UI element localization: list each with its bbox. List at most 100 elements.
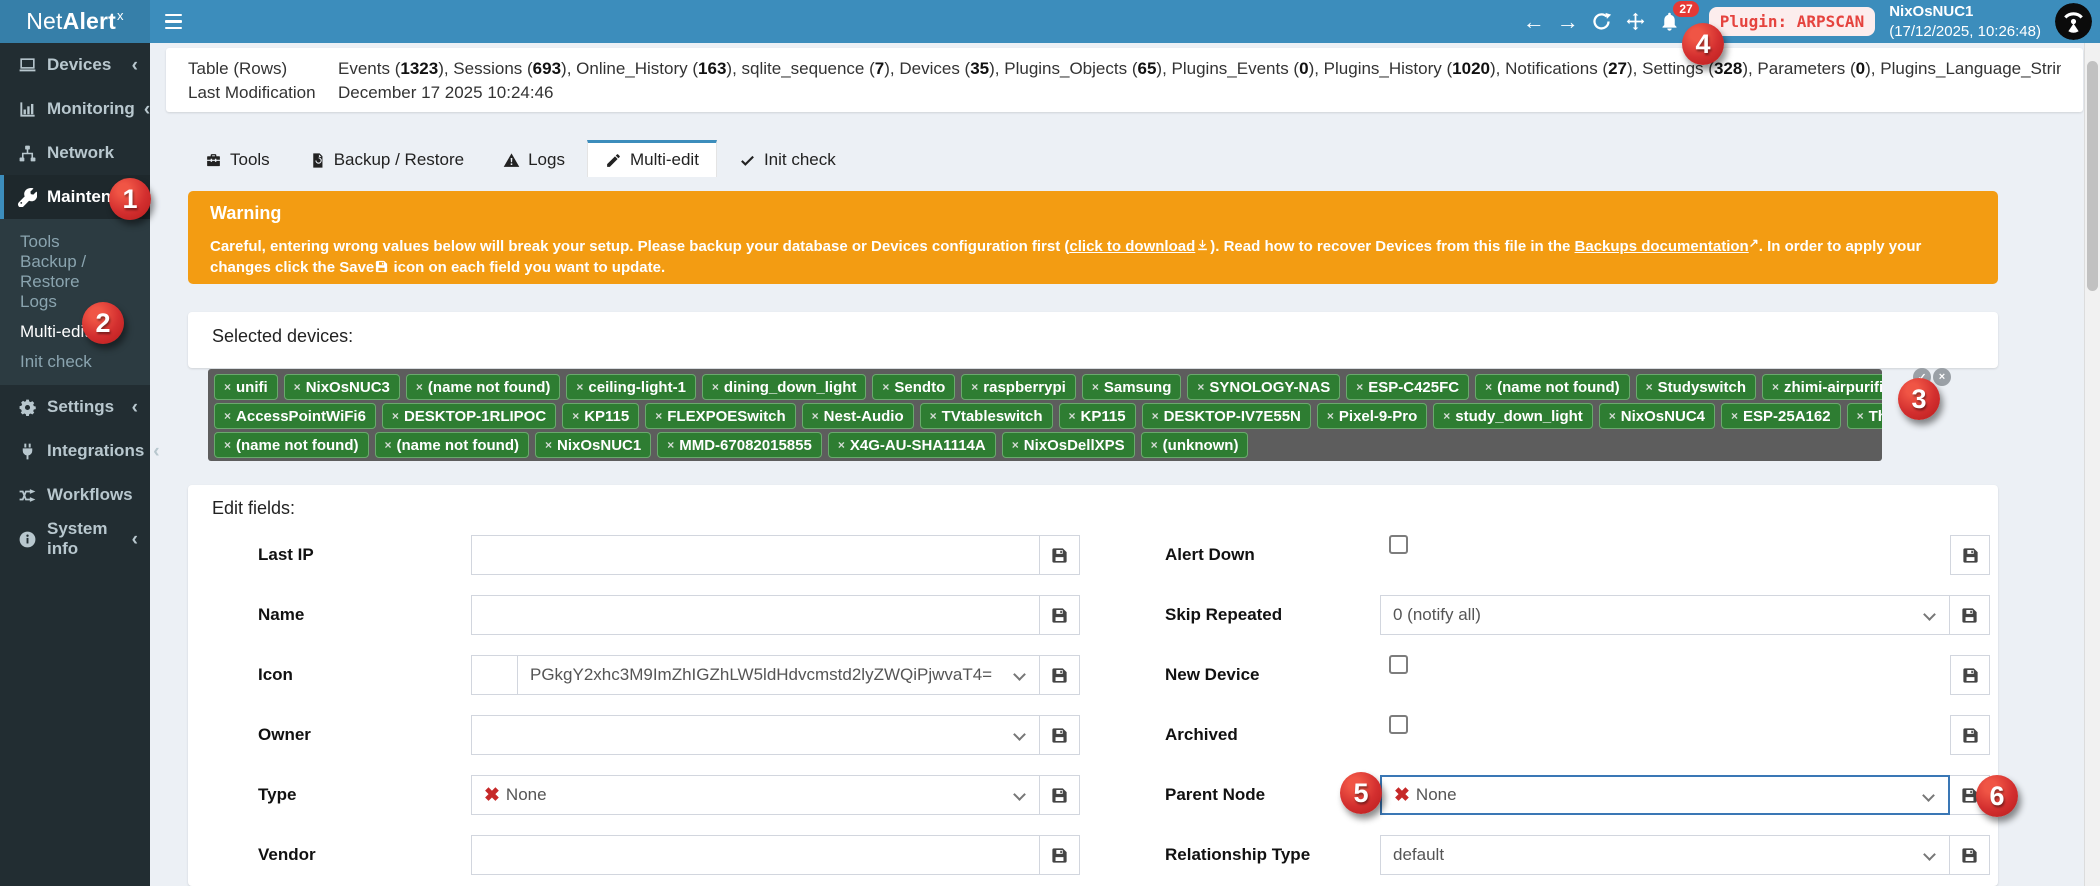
refresh-icon[interactable] bbox=[1585, 0, 1619, 43]
device-chip[interactable]: × dining_down_light bbox=[701, 374, 867, 400]
remove-chip-icon[interactable]: × bbox=[711, 380, 719, 394]
remove-chip-icon[interactable]: × bbox=[1011, 438, 1019, 452]
device-chip[interactable]: × (unknown) bbox=[1140, 432, 1249, 458]
select-type[interactable]: ✖ None bbox=[471, 775, 1040, 815]
sidebar-item-system-info[interactable]: System info ‹ bbox=[0, 517, 150, 561]
device-chip[interactable]: × AccessPointWiFi6 bbox=[214, 403, 376, 429]
select-relationship-type[interactable]: default bbox=[1380, 835, 1950, 875]
save-relationship-type-button[interactable] bbox=[1950, 835, 1990, 875]
save-type-button[interactable] bbox=[1040, 775, 1080, 815]
remove-chip-icon[interactable]: × bbox=[971, 380, 979, 394]
device-chip[interactable]: × DESKTOP-1RLIPOC bbox=[381, 403, 557, 429]
sidebar-item-workflows[interactable]: Workflows bbox=[0, 473, 150, 517]
user-avatar[interactable] bbox=[2055, 3, 2092, 40]
checkbox-alert-down[interactable] bbox=[1389, 535, 1408, 554]
notification-count-badge[interactable]: 27 bbox=[1673, 1, 1699, 17]
device-chip[interactable]: × (name not found) bbox=[374, 432, 529, 458]
device-chip[interactable]: × (name not found) bbox=[214, 432, 369, 458]
sidebar-item-monitoring[interactable]: Monitoring ‹ bbox=[0, 87, 150, 131]
clear-selection-button[interactable]: × bbox=[1933, 368, 1951, 386]
remove-chip-icon[interactable]: × bbox=[1356, 380, 1364, 394]
submenu-item-backup-restore[interactable]: Backup / Restore bbox=[20, 252, 87, 291]
backups-documentation-link[interactable]: Backups documentation bbox=[1574, 238, 1749, 255]
submenu-item-init-check[interactable]: Init check bbox=[20, 352, 92, 371]
device-chip[interactable]: × (name not found) bbox=[1475, 374, 1630, 400]
remove-chip-icon[interactable]: × bbox=[1443, 409, 1451, 423]
remove-chip-icon[interactable]: × bbox=[1151, 409, 1159, 423]
hamburger-menu-button[interactable] bbox=[150, 0, 196, 43]
save-vendor-button[interactable] bbox=[1040, 835, 1080, 875]
save-last-ip-button[interactable] bbox=[1040, 535, 1080, 575]
save-icon-button[interactable] bbox=[1040, 655, 1080, 695]
remove-chip-icon[interactable]: × bbox=[837, 438, 845, 452]
device-chip[interactable]: × zhimi-airpurifier-mb3_mibtD6B4 bbox=[1762, 374, 1882, 400]
remove-chip-icon[interactable]: × bbox=[572, 409, 580, 423]
remove-chip-icon[interactable]: × bbox=[224, 409, 232, 423]
save-name-button[interactable] bbox=[1040, 595, 1080, 635]
remove-chip-icon[interactable]: × bbox=[655, 409, 663, 423]
checkbox-archived[interactable] bbox=[1389, 715, 1408, 734]
submenu-item-multi-edit[interactable]: Multi-edit bbox=[20, 322, 89, 341]
save-skip-repeated-button[interactable] bbox=[1950, 595, 1990, 635]
app-logo[interactable]: NetAlertx bbox=[0, 0, 150, 43]
save-new-device-button[interactable] bbox=[1950, 655, 1990, 695]
remove-chip-icon[interactable]: × bbox=[1856, 409, 1864, 423]
tab-backup-restore[interactable]: Backup / Restore bbox=[292, 140, 481, 177]
remove-chip-icon[interactable]: × bbox=[415, 380, 423, 394]
remove-chip-icon[interactable]: × bbox=[224, 438, 232, 452]
save-owner-button[interactable] bbox=[1040, 715, 1080, 755]
select-icon[interactable]: PGkgY2xhc3M9ImZhIGZhLW5ldHdvcmstd2lyZWQi… bbox=[517, 655, 1040, 695]
remove-chip-icon[interactable]: × bbox=[1645, 380, 1653, 394]
input-name[interactable] bbox=[471, 595, 1040, 635]
device-chip[interactable]: × ESP-C425FC bbox=[1346, 374, 1470, 400]
remove-chip-icon[interactable]: × bbox=[1150, 438, 1158, 452]
move-arrows-icon[interactable] bbox=[1619, 0, 1653, 43]
device-chip[interactable]: × TVtableswitch bbox=[919, 403, 1053, 429]
sidebar-item-devices[interactable]: Devices ‹ bbox=[0, 43, 150, 87]
remove-chip-icon[interactable]: × bbox=[1091, 380, 1099, 394]
select-parent-node[interactable]: ✖ None bbox=[1380, 775, 1950, 815]
remove-chip-icon[interactable]: × bbox=[293, 380, 301, 394]
remove-chip-icon[interactable]: × bbox=[1772, 380, 1780, 394]
tab-init-check[interactable]: Init check bbox=[722, 140, 853, 177]
sidebar-item-network[interactable]: Network bbox=[0, 131, 150, 175]
download-backup-link[interactable]: click to download bbox=[1069, 238, 1196, 255]
device-chip[interactable]: × (name not found) bbox=[405, 374, 561, 400]
scrollbar-thumb[interactable] bbox=[2087, 61, 2098, 291]
remove-chip-icon[interactable]: × bbox=[929, 409, 937, 423]
remove-chip-icon[interactable]: × bbox=[1326, 409, 1334, 423]
device-chip[interactable]: × NixOsNUC4 bbox=[1598, 403, 1715, 429]
input-last-ip[interactable] bbox=[471, 535, 1040, 575]
select-skip-repeated[interactable]: 0 (notify all) bbox=[1380, 595, 1950, 635]
remove-chip-icon[interactable]: × bbox=[224, 380, 232, 394]
tab-logs[interactable]: Logs bbox=[486, 140, 582, 177]
remove-chip-icon[interactable]: × bbox=[1608, 409, 1616, 423]
device-chip[interactable]: × Nest-Audio bbox=[801, 403, 914, 429]
submenu-item-logs[interactable]: Logs bbox=[20, 292, 57, 311]
remove-chip-icon[interactable]: × bbox=[882, 380, 890, 394]
remove-chip-icon[interactable]: × bbox=[1731, 409, 1739, 423]
device-chip[interactable]: × Pixel-9-Pro bbox=[1316, 403, 1428, 429]
remove-chip-icon[interactable]: × bbox=[545, 438, 553, 452]
device-chip[interactable]: × KP115 bbox=[562, 403, 640, 429]
device-chip[interactable]: × NixOsNUC1 bbox=[535, 432, 652, 458]
device-chip[interactable]: × raspberrypi bbox=[961, 374, 1076, 400]
device-chip[interactable]: × DESKTOP-IV7E55N bbox=[1141, 403, 1311, 429]
device-chip[interactable]: × ESP-25A162 bbox=[1721, 403, 1841, 429]
checkbox-new-device[interactable] bbox=[1389, 655, 1408, 674]
remove-chip-icon[interactable]: × bbox=[384, 438, 392, 452]
device-chip[interactable]: × ThingsTurn_2CB8 bbox=[1846, 403, 1882, 429]
tab-multi-edit[interactable]: Multi-edit bbox=[586, 140, 717, 177]
page-scrollbar[interactable] bbox=[2084, 43, 2100, 886]
device-chip[interactable]: × Samsung bbox=[1081, 374, 1182, 400]
device-chip[interactable]: × MMD-67082015855 bbox=[657, 432, 822, 458]
tab-tools[interactable]: Tools bbox=[188, 140, 287, 177]
remove-chip-icon[interactable]: × bbox=[1197, 380, 1205, 394]
device-chip[interactable]: × NixOsNUC3 bbox=[283, 374, 400, 400]
remove-chip-icon[interactable]: × bbox=[576, 380, 584, 394]
notifications-bell-icon[interactable]: 27 bbox=[1653, 0, 1699, 43]
device-chip[interactable]: × unifi bbox=[214, 374, 278, 400]
sidebar-item-integrations[interactable]: Integrations ‹ bbox=[0, 429, 160, 473]
remove-chip-icon[interactable]: × bbox=[1068, 409, 1076, 423]
remove-chip-icon[interactable]: × bbox=[391, 409, 399, 423]
